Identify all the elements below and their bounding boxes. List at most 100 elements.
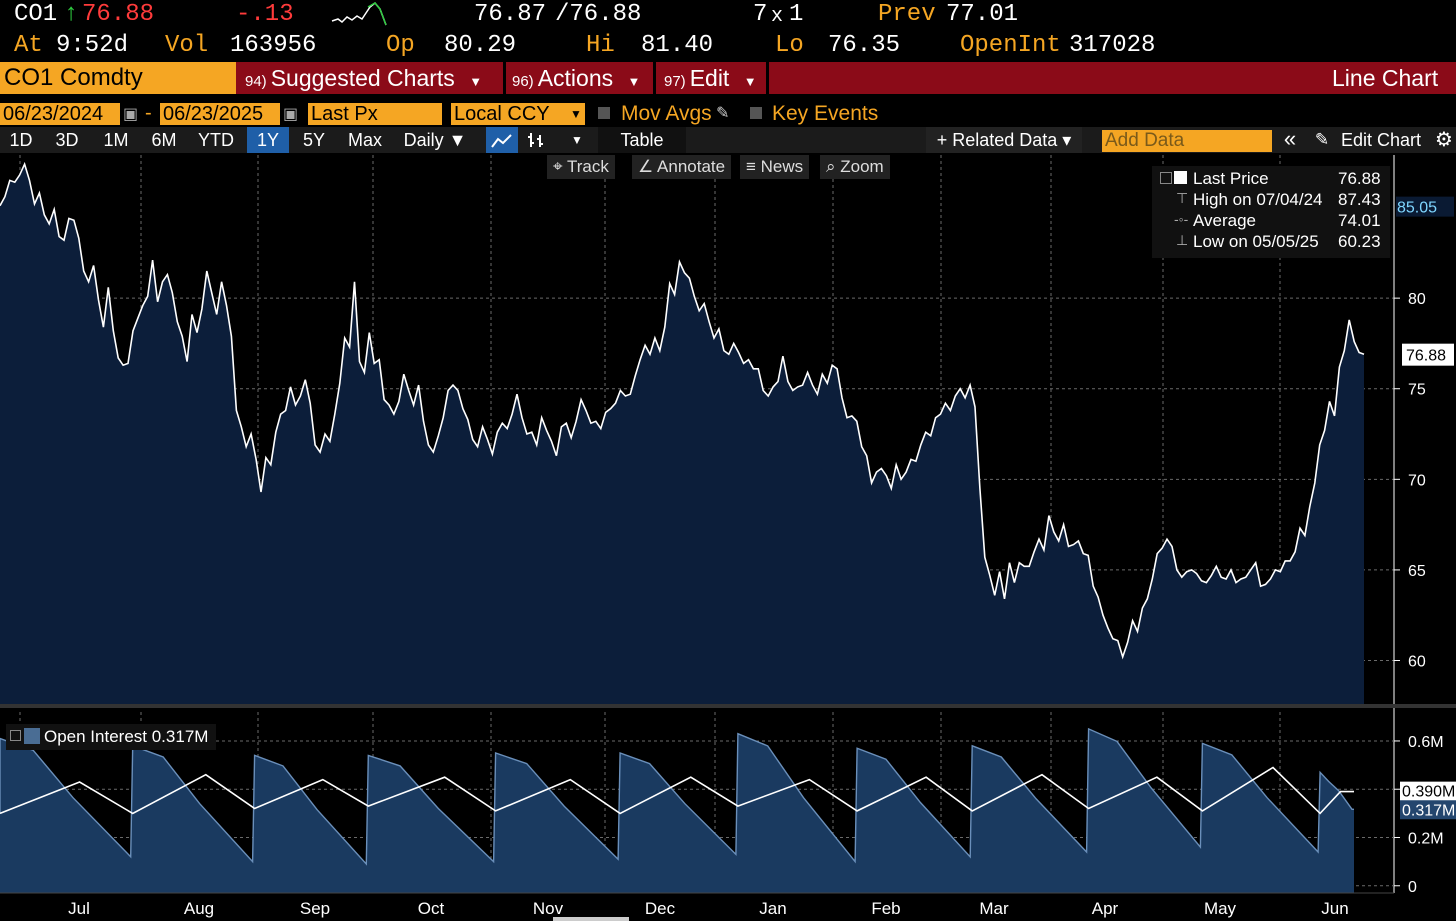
menu-label: Edit — [689, 65, 730, 91]
track-label: Track — [567, 157, 609, 176]
x-tick-label: Jul — [68, 899, 90, 918]
mov-avgs-checkbox[interactable] — [598, 107, 610, 119]
edit-chart-button[interactable]: Edit Chart — [1340, 130, 1422, 150]
high-marker-icon: ⊤ — [1176, 190, 1189, 206]
menu-num: 94) — [245, 73, 267, 90]
actions-menu[interactable]: 96) Actions ▼ — [512, 62, 640, 94]
ask-size: 1 — [789, 1, 804, 28]
divider — [653, 62, 656, 94]
chevron-down-icon[interactable]: ▼ — [571, 133, 583, 147]
period-1y[interactable]: 1Y — [247, 127, 289, 153]
marker-tag — [1396, 196, 1454, 217]
table-button[interactable]: Table — [598, 127, 686, 153]
high-label: Hi — [586, 32, 615, 59]
legend-label: Low on 05/05/25 — [1193, 232, 1319, 251]
legend-value: 60.23 — [1338, 232, 1381, 251]
oi-line — [0, 727, 1354, 866]
x-tick-label: Aug — [184, 899, 214, 918]
period-6m[interactable]: 6M — [151, 130, 177, 150]
chevron-down-icon: ▼ — [627, 74, 641, 89]
x-tick-label: Feb — [871, 899, 900, 918]
x-tick-label: Sep — [300, 899, 330, 918]
gear-icon[interactable]: ⚙ — [1435, 129, 1453, 151]
calendar-icon[interactable]: ▣ — [283, 106, 299, 123]
price-area — [0, 164, 1364, 705]
period-ytd[interactable]: YTD — [198, 130, 234, 150]
x-tick-label: Jan — [759, 899, 786, 918]
y-tick-label: 70 — [1408, 472, 1426, 489]
y-tick-label: 0.6M — [1408, 734, 1444, 751]
period-1d[interactable]: 1D — [9, 130, 33, 150]
bar-chart-icon[interactable] — [522, 127, 552, 153]
period-5y[interactable]: 5Y — [302, 130, 326, 150]
menu-label: Suggested Charts — [270, 65, 455, 91]
y-tick-label: 65 — [1408, 563, 1426, 580]
calendar-icon[interactable]: ▣ — [123, 106, 139, 123]
legend-value: 74.01 — [1338, 211, 1381, 230]
up-arrow-icon: ↑ — [64, 1, 79, 28]
collapse-toggle-icon[interactable] — [10, 730, 21, 741]
oi-tag-a-label: 0.390M — [1402, 784, 1455, 801]
x-tick-label: Jun — [1321, 899, 1348, 918]
oi-trend-line — [0, 766, 1354, 815]
chevron-down-icon[interactable]: ▼ — [567, 103, 585, 125]
related-data-button[interactable]: + Related Data ▾ — [926, 127, 1082, 153]
oi-tag-b-label: 0.317M — [1402, 802, 1455, 819]
oi-area — [0, 728, 1354, 893]
oi-tag-a — [1400, 781, 1456, 801]
collapse-icon[interactable]: « — [1283, 126, 1297, 151]
legend-box: Last Price 76.88 ⊤ High on 07/04/24 87.4… — [1152, 166, 1390, 258]
start-date-field[interactable]: 06/23/2024 — [0, 103, 120, 125]
x-tick-label: Dec — [645, 899, 676, 918]
pencil-icon[interactable]: ✎ — [1314, 130, 1330, 149]
mov-avgs-label: Mov Avgs — [621, 102, 712, 125]
period-1m[interactable]: 1M — [103, 130, 129, 150]
scrollbar-thumb — [553, 917, 629, 921]
add-data-input[interactable]: Add Data — [1102, 130, 1272, 152]
period-3d[interactable]: 3D — [55, 130, 79, 150]
openint-value: 317028 — [1069, 32, 1156, 59]
sparkline-icon — [331, 1, 387, 26]
last-price-swatch-icon — [1174, 171, 1187, 184]
size-separator: x — [771, 5, 784, 28]
news-button[interactable]: ≡ News — [740, 155, 810, 179]
average-marker-icon: -◦- — [1174, 211, 1189, 227]
panel-divider — [0, 704, 1456, 708]
y-tick-label: 0 — [1408, 879, 1417, 896]
open-label: Op — [386, 32, 415, 59]
zoom-button[interactable]: ⌕ Zoom — [820, 155, 890, 179]
currency-selector[interactable]: Local CCY — [451, 103, 567, 125]
at-time: 9:52d — [56, 32, 129, 59]
suggested-charts-menu[interactable]: 94) Suggested Charts ▼ — [245, 62, 482, 94]
legend-label: Last Price — [1193, 169, 1269, 188]
openint-label: OpenInt — [960, 32, 1061, 59]
security-field[interactable]: CO1 Comdty — [0, 62, 236, 94]
news-icon: ≡ — [746, 157, 761, 176]
chart-type-label: Line Chart — [1332, 65, 1439, 91]
line-chart-icon[interactable] — [486, 127, 518, 153]
field-selector[interactable]: Last Px — [308, 103, 442, 125]
x-tick-label: Nov — [533, 899, 564, 918]
annotate-label: Annotate — [657, 157, 726, 176]
legend-value: 76.88 — [1338, 169, 1381, 188]
x-tick-label: Mar — [979, 899, 1009, 918]
crosshair-icon: ⌖ — [553, 157, 567, 176]
menu-bar — [0, 62, 1456, 94]
range-dash: - — [145, 102, 152, 124]
edit-menu[interactable]: 97) Edit ▼ — [664, 62, 757, 94]
annotate-button[interactable]: ∠ Annotate — [632, 155, 732, 179]
x-tick-label: Apr — [1092, 899, 1119, 918]
track-button[interactable]: ⌖ Track — [547, 155, 615, 179]
period-max[interactable]: Max — [347, 130, 382, 150]
key-events-checkbox[interactable] — [750, 107, 762, 119]
x-tick-label: May — [1204, 899, 1237, 918]
collapse-toggle-icon[interactable] — [1160, 172, 1172, 184]
frequency-selector[interactable]: Daily ▼ — [403, 130, 467, 150]
pencil-icon[interactable]: ✎ — [716, 105, 730, 122]
search-icon: ⌕ — [826, 157, 841, 176]
oi-legend-label: Open Interest 0.317M — [44, 727, 209, 746]
high-value: 81.40 — [641, 32, 714, 59]
news-label: News — [760, 157, 804, 176]
end-date-field[interactable]: 06/23/2025 — [160, 103, 280, 125]
